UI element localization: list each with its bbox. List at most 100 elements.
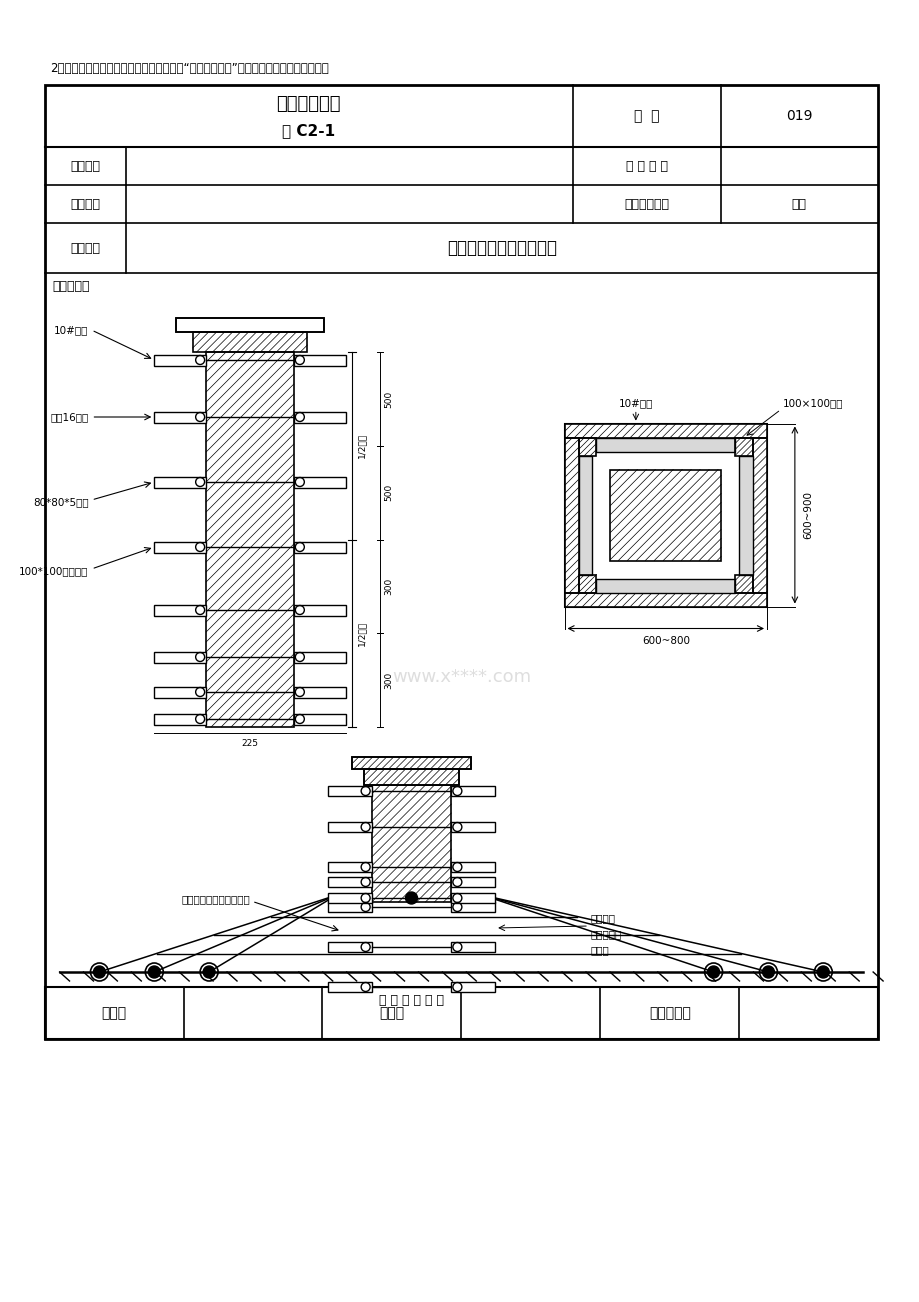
Bar [327, 878, 371, 887]
Text: 300: 300 [384, 672, 393, 689]
Bar [154, 686, 206, 698]
Bar [176, 318, 323, 332]
Circle shape [816, 966, 828, 978]
Bar [44, 85, 877, 1039]
Bar [154, 713, 206, 724]
Text: 接受交底人: 接受交底人 [648, 1006, 690, 1019]
Bar [564, 423, 766, 437]
Text: 表 C2-1: 表 C2-1 [282, 124, 335, 138]
Bar [206, 352, 293, 727]
Bar [596, 437, 734, 452]
Bar [738, 456, 752, 574]
Bar [293, 604, 346, 616]
Bar [564, 592, 766, 607]
Circle shape [762, 966, 774, 978]
Bar [44, 987, 877, 1039]
Text: 18mm木胶板: 18mm木胶板 [639, 510, 691, 519]
Bar [154, 604, 206, 616]
Text: 审核人: 审核人 [101, 1006, 127, 1019]
Bar [351, 756, 471, 769]
Text: 用钓管连接: 用钓管连接 [590, 930, 621, 939]
Bar [327, 822, 371, 832]
Bar [293, 354, 346, 366]
Bar [351, 756, 471, 769]
Bar [154, 477, 206, 487]
Bar [192, 332, 307, 352]
Bar [451, 902, 494, 911]
Circle shape [94, 966, 106, 978]
Text: 2、当做分项工程施工技术交底时，应填写“分项工程名称”栏，其他技术交底可不填写。: 2、当做分项工程施工技术交底时，应填写“分项工程名称”栏，其他技术交底可不填写。 [51, 61, 329, 74]
Text: 600~800: 600~800 [641, 635, 689, 646]
Bar [154, 651, 206, 663]
Bar [451, 878, 494, 887]
Bar [752, 437, 766, 592]
Text: 模板: 模板 [791, 198, 806, 211]
Bar [451, 862, 494, 872]
Text: 交底人: 交底人 [379, 1006, 404, 1019]
Bar [327, 786, 371, 796]
Text: 施工单位: 施工单位 [71, 198, 100, 211]
Text: 直径16钓筋: 直径16钓筋 [51, 411, 88, 422]
Bar [734, 574, 752, 592]
Bar [293, 686, 346, 698]
Text: www.x****.com: www.x****.com [391, 668, 530, 686]
Text: 300: 300 [384, 578, 393, 595]
Bar [154, 354, 206, 366]
Text: 分项工程名称: 分项工程名称 [624, 198, 669, 211]
Text: 交底提要: 交底提要 [71, 241, 100, 254]
Text: 交 底 日 期: 交 底 日 期 [625, 160, 667, 172]
Text: 10#槽鑂: 10#槽鑂 [618, 398, 652, 409]
Bar [451, 982, 494, 992]
Circle shape [707, 966, 719, 978]
Bar [371, 785, 451, 902]
Text: 100×100方木: 100×100方木 [782, 398, 843, 409]
Bar [578, 456, 592, 574]
Text: 500: 500 [384, 391, 393, 408]
Text: 技术交底记录: 技术交底记录 [277, 95, 341, 113]
Text: 019: 019 [785, 109, 811, 122]
Bar [293, 713, 346, 724]
Text: 600~900: 600~900 [802, 491, 812, 539]
Bar [596, 578, 734, 592]
Bar [293, 477, 346, 487]
Bar [734, 437, 752, 456]
Text: 柱斜撑: 柱斜撑 [590, 945, 609, 954]
Circle shape [148, 966, 160, 978]
Bar [451, 893, 494, 904]
Text: 编  号: 编 号 [633, 109, 659, 122]
Bar [578, 574, 596, 592]
Bar [176, 318, 323, 332]
Bar [327, 893, 371, 904]
Text: 交底内容：: 交底内容： [52, 280, 90, 293]
Text: 10#槽鑂: 10#槽鑂 [54, 326, 88, 335]
Bar [363, 769, 459, 785]
Bar [293, 651, 346, 663]
Bar [293, 411, 346, 423]
Bar [154, 542, 206, 552]
Bar [578, 437, 596, 456]
Circle shape [405, 892, 417, 904]
Bar [451, 786, 494, 796]
Bar [564, 437, 578, 592]
Bar [327, 982, 371, 992]
Bar [293, 542, 346, 552]
Circle shape [203, 966, 215, 978]
Bar [154, 411, 206, 423]
Text: 斜撑之间: 斜撑之间 [590, 913, 616, 923]
Bar [451, 943, 494, 952]
Bar [363, 769, 459, 785]
Text: 500: 500 [384, 484, 393, 501]
Bar [327, 943, 371, 952]
Bar [609, 470, 720, 560]
Text: 柱 模 板 支 撑 图: 柱 模 板 支 撑 图 [379, 993, 444, 1006]
Text: 独立柱模板施工技术交底: 独立柱模板施工技术交底 [447, 240, 557, 256]
Text: 80*80*5板板: 80*80*5板板 [33, 497, 88, 506]
Text: 1/2柱高: 1/2柱高 [357, 621, 367, 646]
Bar [327, 862, 371, 872]
Text: 工程名称: 工程名称 [71, 160, 100, 172]
Bar [451, 822, 494, 832]
Bar [327, 902, 371, 911]
Bar [564, 423, 766, 607]
Text: 100*100方木背助: 100*100方木背助 [19, 566, 88, 575]
Text: 铅丝斜拉（加花篹螺丝）: 铅丝斜拉（加花篹螺丝） [181, 894, 250, 905]
